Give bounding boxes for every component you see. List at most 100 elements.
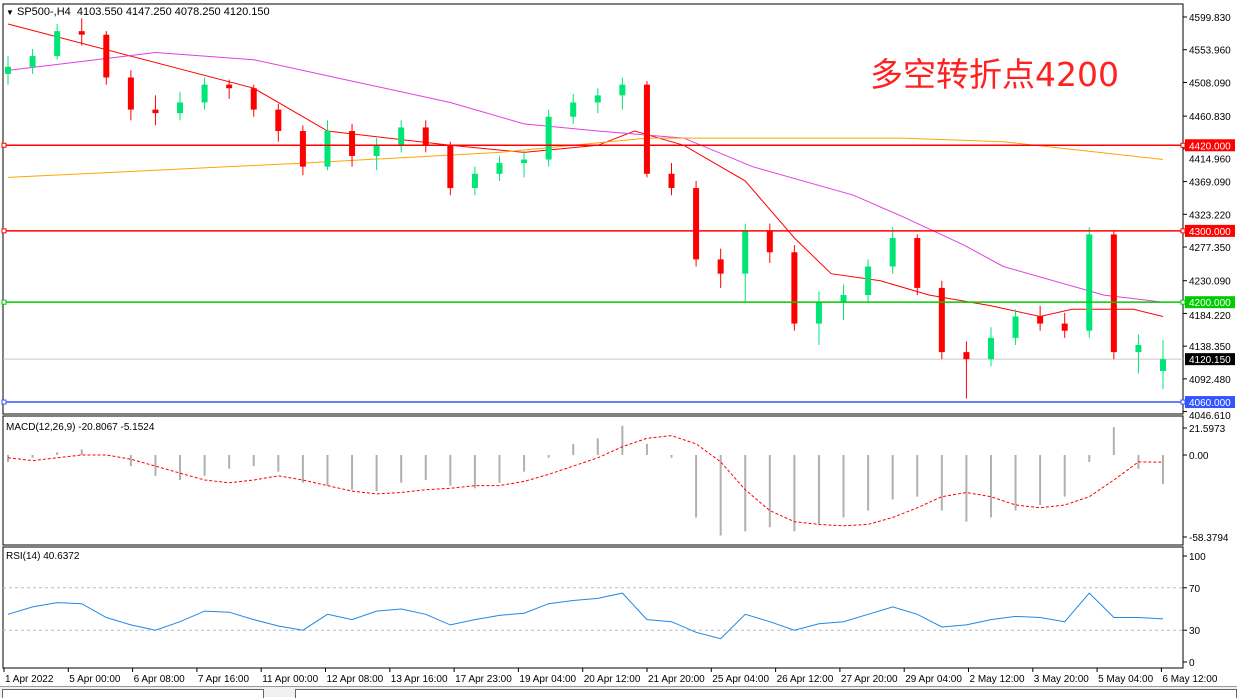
price-tick-label: 4092.480 — [1189, 375, 1231, 386]
time-tick-label: 21 Apr 20:00 — [648, 674, 705, 685]
candle-body — [226, 84, 233, 89]
candle-body — [471, 173, 478, 189]
level-badge — [1185, 296, 1235, 309]
candle-body — [1037, 316, 1044, 324]
candle-body — [742, 230, 749, 274]
candle-body — [987, 337, 994, 360]
candle-body — [594, 95, 601, 103]
time-tick-label: 5 Apr 00:00 — [69, 674, 121, 685]
price-tick-label: 4046.610 — [1189, 411, 1231, 422]
time-tick-label: 29 Apr 04:00 — [905, 674, 962, 685]
candle-body — [914, 237, 921, 288]
time-tick-label: 7 Apr 16:00 — [198, 674, 250, 685]
price-tick-label: 4277.350 — [1189, 243, 1231, 254]
candle-body — [815, 302, 822, 324]
candle-body — [1061, 323, 1068, 331]
candle-body — [545, 116, 552, 160]
candle-body — [177, 102, 184, 114]
time-tick-label: 13 Apr 16:00 — [391, 674, 448, 685]
rsi-tick-label: 30 — [1189, 626, 1201, 637]
time-tick-label: 6 Apr 08:00 — [134, 674, 186, 685]
candle-body — [5, 66, 11, 74]
time-tick-label: 1 Apr 2022 — [5, 674, 54, 685]
price-tick-label: 4323.220 — [1189, 210, 1231, 221]
time-tick-label: 17 Apr 23:00 — [455, 674, 512, 685]
chart-tab[interactable] — [2, 689, 264, 698]
level-label: 4060.000 — [1189, 398, 1231, 409]
candle-body — [570, 102, 577, 117]
candle-body — [938, 287, 945, 353]
candle-body — [349, 131, 356, 156]
price-tick-label: 4184.220 — [1189, 311, 1231, 322]
symbol-label: SP500-,H4 — [16, 6, 71, 18]
price-tick-label: 4508.090 — [1189, 78, 1231, 89]
candle-body — [78, 31, 85, 35]
candle-body — [29, 56, 36, 67]
annotation-text: 多空转折点4200 — [870, 55, 1119, 94]
candle-body — [54, 31, 61, 57]
candle-body — [1160, 359, 1166, 371]
price-tick-label: 4138.350 — [1189, 342, 1231, 353]
candle-body — [373, 145, 380, 156]
candle-body — [619, 84, 626, 96]
time-tick-label: 2 May 12:00 — [970, 674, 1025, 685]
candle-body — [521, 159, 528, 164]
candle-body — [496, 163, 503, 174]
candle-body — [250, 88, 257, 110]
macd-tick-label: 21.5973 — [1189, 424, 1226, 435]
candle-body — [693, 188, 700, 260]
macd-tick-label: 0.00 — [1189, 451, 1209, 462]
price-tick-label: 4553.960 — [1189, 46, 1231, 57]
level-badge — [1185, 396, 1235, 409]
moving-average-line — [7, 23, 1164, 318]
candle-body — [717, 259, 724, 274]
current-price-label: 4120.150 — [1189, 355, 1231, 366]
candle-body — [201, 84, 208, 103]
candle-body — [668, 173, 675, 189]
level-badge — [1185, 139, 1235, 152]
price-tick-label: 4460.830 — [1189, 112, 1231, 123]
rsi-label: RSI(14) 40.6372 — [6, 551, 80, 562]
candle-body — [152, 109, 159, 114]
rsi-tick-label: 0 — [1189, 658, 1195, 669]
candle-body — [865, 266, 872, 296]
rsi-tick-label: 100 — [1189, 552, 1206, 563]
candle-body — [766, 230, 773, 253]
price-tick-label: 4369.090 — [1189, 178, 1231, 189]
candle-body — [1110, 234, 1117, 353]
time-tick-label: 25 Apr 04:00 — [712, 674, 769, 685]
level-handle — [1180, 299, 1186, 305]
candle-body — [324, 131, 331, 167]
price-panel — [2, 3, 1184, 415]
candle-body — [1135, 344, 1142, 353]
triangle-down-icon[interactable]: ▼ — [6, 8, 14, 17]
level-handle — [1, 228, 7, 234]
candle-body — [840, 295, 847, 303]
time-tick-label: 12 Apr 08:00 — [327, 674, 384, 685]
candle-body — [422, 127, 429, 146]
candle-body — [127, 77, 134, 110]
rsi-line — [7, 592, 1164, 640]
macd-tick-label: -58.3794 — [1189, 533, 1229, 544]
candle-body — [791, 252, 798, 324]
time-tick-label: 19 Apr 04:00 — [519, 674, 576, 685]
ohlc-readout: 4103.550 4147.250 4078.250 4120.150 — [76, 6, 270, 18]
candle-body — [299, 131, 306, 167]
candle-body — [643, 84, 650, 174]
bottom-bar — [0, 686, 1237, 698]
candle-body — [398, 127, 405, 146]
macd-label: MACD(12,26,9) -20.8067 -5.1524 — [6, 422, 155, 433]
price-tick-label: 4230.090 — [1189, 277, 1231, 288]
candle-body — [1086, 234, 1093, 331]
current-price-badge — [1185, 353, 1235, 366]
time-tick-label: 11 Apr 00:00 — [262, 674, 318, 685]
time-tick-label: 5 May 04:00 — [1098, 674, 1153, 685]
level-label: 4300.000 — [1189, 227, 1231, 238]
candle-body — [1012, 316, 1019, 338]
level-handle — [1, 299, 7, 305]
chart-tab[interactable] — [295, 689, 1237, 698]
time-tick-label: 6 May 12:00 — [1162, 674, 1217, 685]
price-tick-label: 4599.830 — [1189, 13, 1231, 24]
level-label: 4420.000 — [1189, 141, 1231, 152]
